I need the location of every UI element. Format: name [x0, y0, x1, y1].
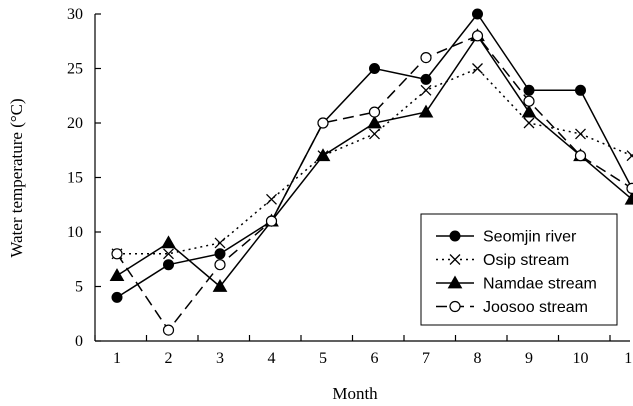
y-tick-label: 0 [75, 333, 83, 350]
legend-marker [449, 254, 461, 265]
x-tick-label: 6 [371, 350, 379, 367]
data-point [315, 148, 331, 162]
y-tick-label: 20 [67, 115, 83, 132]
data-point [418, 104, 434, 118]
y-tick-label: 10 [67, 224, 83, 241]
y-tick-label: 5 [75, 279, 83, 296]
data-point [368, 106, 381, 118]
data-point [523, 95, 535, 107]
data-point [369, 128, 380, 140]
data-point [624, 191, 633, 205]
data-point [317, 117, 329, 129]
data-point [472, 63, 483, 74]
x-tick-label: 10 [573, 350, 589, 367]
data-point [163, 259, 174, 271]
legend-label: Namdae stream [483, 276, 597, 293]
legend-items: Seomjin river Osip stream Namdae stream Joo… [436, 229, 597, 316]
data-point [521, 104, 537, 118]
data-point [214, 248, 226, 260]
data-point [214, 259, 226, 271]
x-tick-label: 9 [525, 350, 533, 367]
y-axis-title: Water temperature (°C) [7, 98, 26, 257]
x-tick-label: 11 [624, 350, 633, 367]
series-3 [111, 30, 633, 336]
data-point [575, 128, 586, 140]
data-point [574, 150, 587, 162]
y-tick-label: 30 [67, 6, 83, 23]
x-tick-label: 4 [268, 350, 276, 367]
legend-marker [449, 230, 461, 242]
x-tick-label: 5 [319, 350, 327, 367]
legend-label: Joosoo stream [483, 299, 588, 316]
legend-item: Namdae stream [436, 275, 597, 293]
legend-marker [449, 300, 461, 313]
data-point [367, 115, 382, 129]
y-tick-label: 25 [67, 61, 83, 78]
legend: Seomjin river Osip stream Namdae stream Joo… [420, 213, 618, 326]
data-point [162, 324, 175, 336]
data-point [575, 84, 586, 96]
x-tick-label: 1 [113, 350, 121, 367]
x-axis-title: Month [332, 384, 378, 403]
legend-item: Osip stream [436, 252, 569, 269]
data-point [266, 193, 277, 205]
data-point [420, 84, 432, 96]
data-point [472, 8, 483, 20]
x-tick-label: 2 [165, 350, 173, 367]
x-ticks: 1 2 3 4 5 6 7 8 9 10 11 [94, 335, 633, 367]
data-point [471, 30, 484, 42]
data-point [626, 182, 633, 194]
data-point [523, 117, 535, 129]
data-point [163, 248, 174, 260]
legend-item: Seomjin river [436, 229, 577, 246]
data-point [420, 51, 432, 64]
data-point [109, 268, 125, 281]
data-point [111, 291, 123, 303]
data-point [161, 235, 176, 249]
data-point [111, 248, 123, 260]
legend-label: Seomjin river [483, 229, 577, 246]
legend-item: Joosoo stream [436, 299, 588, 316]
legend-label: Osip stream [483, 252, 569, 269]
data-point [420, 73, 432, 85]
data-point [265, 215, 278, 227]
data-point [523, 84, 535, 96]
y-ticks: 0 5 10 15 20 25 30 [67, 6, 101, 350]
legend-marker [447, 275, 463, 289]
x-tick-label: 8 [474, 350, 482, 367]
data-point [369, 63, 380, 74]
y-tick-label: 15 [67, 170, 83, 187]
data-point [214, 237, 226, 249]
series-layer [109, 8, 633, 336]
x-tick-label: 7 [422, 350, 430, 367]
data-point [626, 150, 633, 162]
data-point [212, 278, 228, 292]
x-tick-label: 3 [216, 350, 224, 367]
